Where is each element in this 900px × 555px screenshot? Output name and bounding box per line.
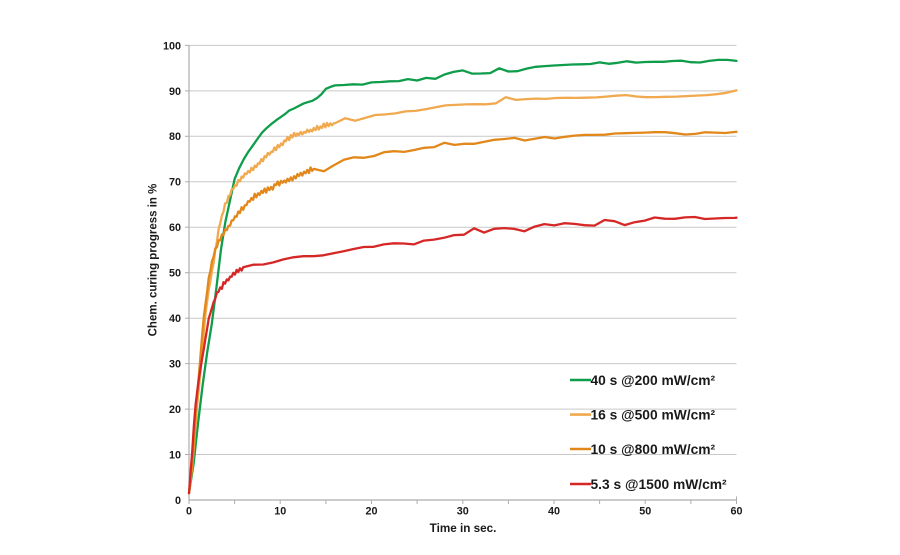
svg-text:20: 20 [169, 404, 181, 416]
svg-text:80: 80 [169, 131, 181, 143]
svg-text:60: 60 [730, 506, 742, 518]
svg-text:50: 50 [169, 268, 181, 280]
svg-text:30: 30 [457, 506, 469, 518]
svg-text:Chem. curing progress in %: Chem. curing progress in % [148, 184, 160, 337]
svg-text:10: 10 [169, 449, 181, 461]
svg-text:Time in sec.: Time in sec. [430, 522, 497, 535]
svg-text:100: 100 [163, 40, 181, 52]
svg-text:90: 90 [169, 86, 181, 98]
svg-text:10 s @800 mW/cm²: 10 s @800 mW/cm² [591, 442, 716, 457]
svg-text:40: 40 [548, 506, 560, 518]
svg-text:20: 20 [365, 506, 377, 518]
svg-text:50: 50 [639, 506, 651, 518]
svg-text:0: 0 [175, 495, 181, 507]
svg-text:0: 0 [186, 506, 192, 518]
svg-text:10: 10 [274, 506, 286, 518]
svg-text:40: 40 [169, 313, 181, 325]
svg-text:40 s @200 mW/cm²: 40 s @200 mW/cm² [591, 373, 716, 388]
svg-text:60: 60 [169, 222, 181, 234]
svg-text:5.3 s @1500 mW/cm²: 5.3 s @1500 mW/cm² [591, 477, 728, 492]
svg-text:70: 70 [169, 177, 181, 189]
svg-text:16 s @500 mW/cm²: 16 s @500 mW/cm² [591, 408, 716, 423]
svg-text:30: 30 [169, 359, 181, 371]
